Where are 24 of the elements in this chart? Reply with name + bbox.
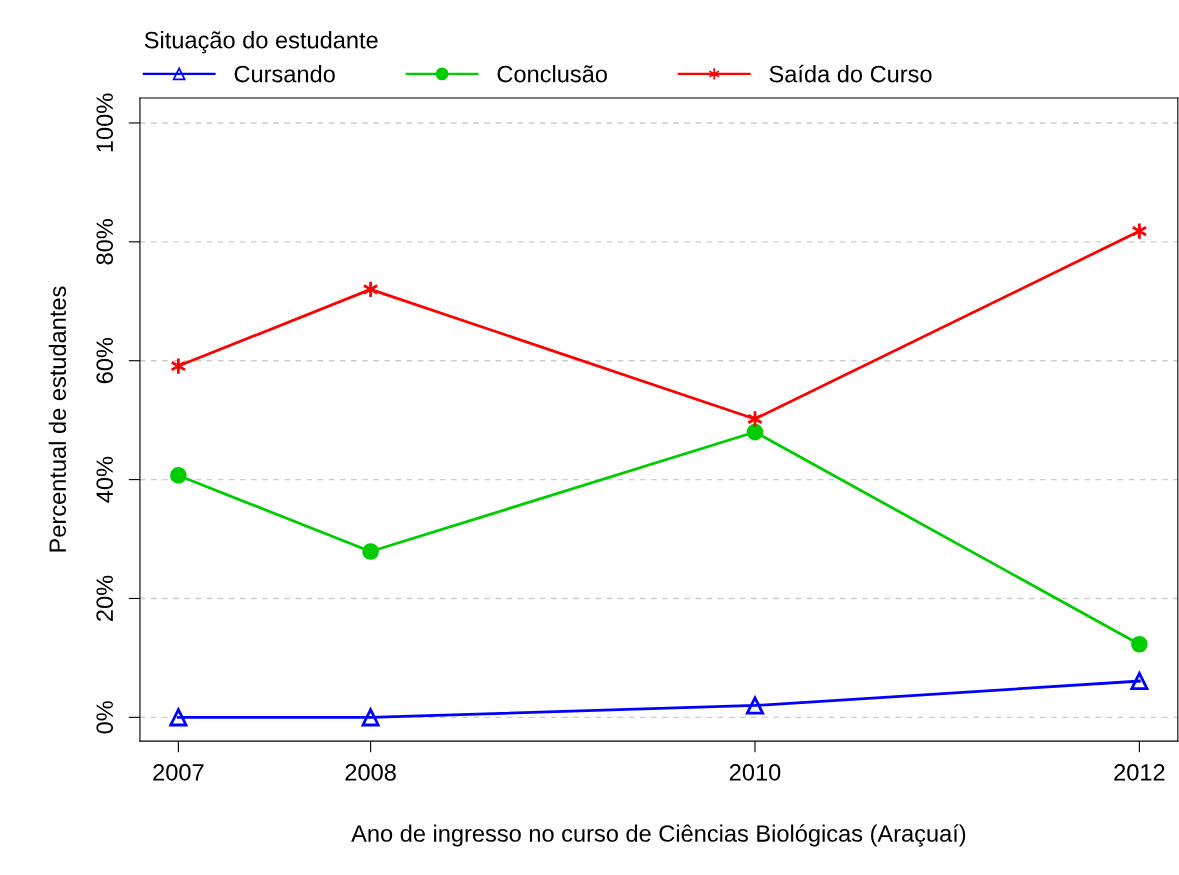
legend-label: Conclusão xyxy=(497,65,607,83)
y-tick-label: 80% xyxy=(96,219,114,265)
legend-label: Cursando xyxy=(234,65,335,83)
point xyxy=(1131,635,1148,653)
x-tick-label: 2012 xyxy=(1114,763,1165,781)
y-tick-label: 0% xyxy=(96,701,114,734)
point xyxy=(745,696,765,715)
x-tick-label: 2010 xyxy=(729,763,781,781)
y-tick-label: 40% xyxy=(96,456,114,503)
y-axis-title: Percentual de estudantes xyxy=(48,286,67,552)
x-tick-label: 2007 xyxy=(153,763,204,781)
point xyxy=(169,708,188,727)
x-tick-label: 2008 xyxy=(345,763,396,781)
y-tick-label: 100% xyxy=(96,93,114,152)
x-axis-title: Ano de ingresso no curso de Ciências Biológicas (Araçuaí) xyxy=(351,824,966,847)
legend-label: Saída do Curso xyxy=(769,64,932,83)
point xyxy=(746,423,764,441)
point xyxy=(361,708,380,727)
point xyxy=(362,543,379,560)
point xyxy=(1130,672,1149,691)
point xyxy=(170,467,187,484)
y-tick-label: 60% xyxy=(96,337,114,384)
legend-title: Situação do estudante xyxy=(144,31,378,54)
y-tick-label: 20% xyxy=(96,575,114,621)
